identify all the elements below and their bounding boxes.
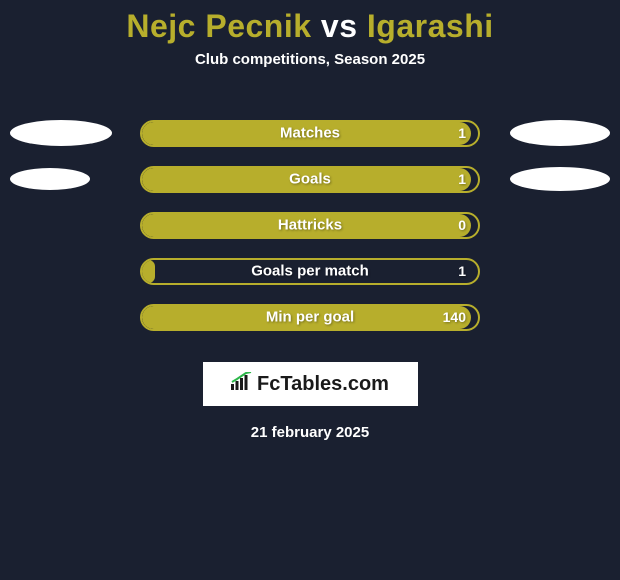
stat-label: Min per goal bbox=[142, 309, 478, 326]
stat-row: Min per goal140 bbox=[0, 294, 620, 340]
stat-value: 1 bbox=[458, 263, 466, 279]
stat-row: Goals1 bbox=[0, 156, 620, 202]
stat-value: 140 bbox=[443, 309, 466, 325]
stat-label: Goals bbox=[142, 171, 478, 188]
logo-box: FcTables.com bbox=[203, 362, 418, 406]
stat-bar: Min per goal140 bbox=[140, 304, 480, 331]
vs-text: vs bbox=[321, 8, 358, 44]
left-ellipse bbox=[10, 168, 90, 190]
stat-label: Hattricks bbox=[142, 217, 478, 234]
logo-text: FcTables.com bbox=[257, 373, 389, 396]
stat-row: Matches1 bbox=[0, 110, 620, 156]
right-ellipse bbox=[510, 120, 610, 146]
stat-row: Goals per match1 bbox=[0, 248, 620, 294]
stat-value: 1 bbox=[458, 125, 466, 141]
player2-name: Igarashi bbox=[367, 8, 494, 44]
stat-value: 1 bbox=[458, 171, 466, 187]
left-ellipse bbox=[10, 120, 112, 146]
right-ellipse bbox=[510, 167, 610, 191]
stat-bar: Matches1 bbox=[140, 120, 480, 147]
date: 21 february 2025 bbox=[0, 424, 620, 441]
stat-bar: Goals1 bbox=[140, 166, 480, 193]
stat-bar: Goals per match1 bbox=[140, 258, 480, 285]
stat-value: 0 bbox=[458, 217, 466, 233]
subtitle: Club competitions, Season 2025 bbox=[0, 51, 620, 68]
player1-name: Nejc Pecnik bbox=[126, 8, 311, 44]
stats-list: Matches1Goals1Hattricks0Goals per match1… bbox=[0, 110, 620, 340]
chart-icon bbox=[231, 372, 253, 396]
stat-row: Hattricks0 bbox=[0, 202, 620, 248]
logo: FcTables.com bbox=[231, 372, 389, 396]
stat-label: Matches bbox=[142, 125, 478, 142]
comparison-infographic: Nejc Pecnik vs Igarashi Club competition… bbox=[0, 0, 620, 580]
stat-label: Goals per match bbox=[142, 263, 478, 280]
title: Nejc Pecnik vs Igarashi bbox=[0, 0, 620, 45]
stat-bar: Hattricks0 bbox=[140, 212, 480, 239]
